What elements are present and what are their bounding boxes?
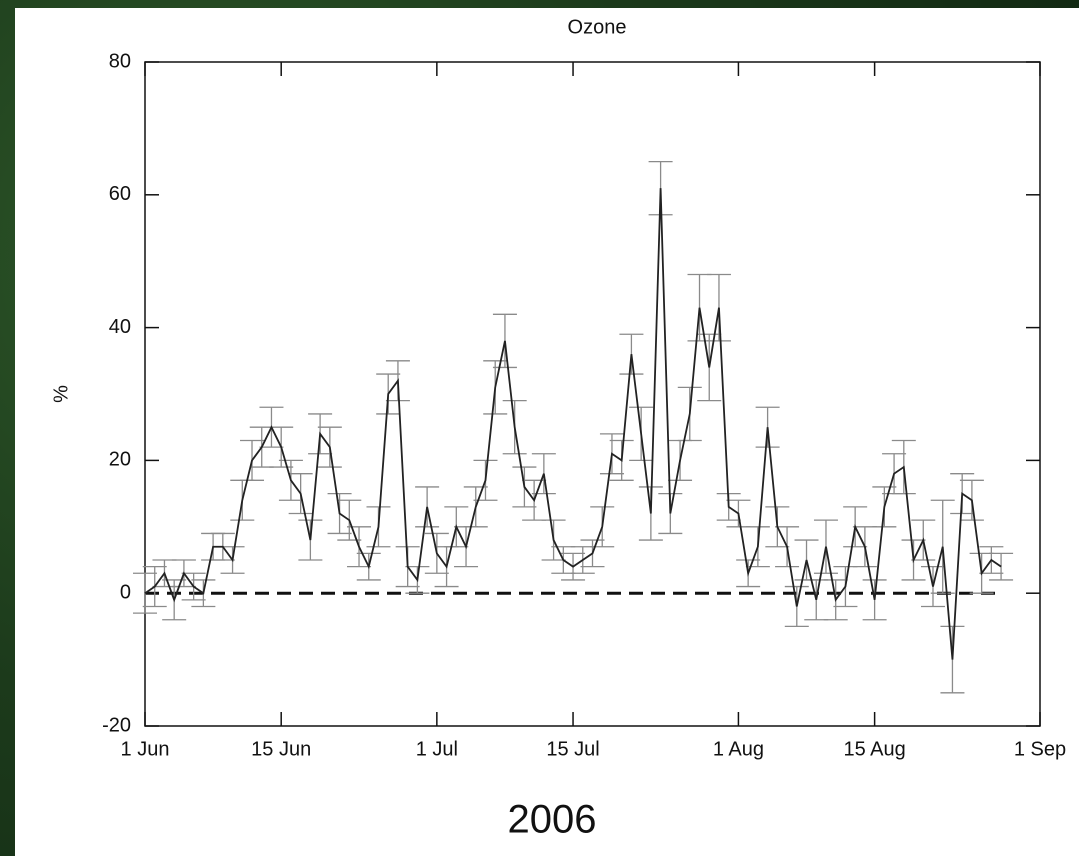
x-tick-label: 1 Sep xyxy=(1014,738,1066,760)
x-tick-label: 1 Aug xyxy=(713,738,764,760)
y-axis-label: % xyxy=(50,385,72,403)
caption: 2006 xyxy=(508,798,597,842)
x-tick-label: 15 Aug xyxy=(843,738,905,760)
y-tick-label: -20 xyxy=(102,714,131,736)
data-line xyxy=(144,188,1002,660)
x-tick-label: 1 Jun xyxy=(121,738,170,760)
y-tick-label: 0 xyxy=(120,581,131,603)
chart-title: Ozone xyxy=(568,16,627,38)
slide-panel xyxy=(15,8,1079,856)
x-tick-label: 15 Jul xyxy=(546,738,599,760)
x-tick-label: 15 Jun xyxy=(251,738,311,760)
y-tick-label: 80 xyxy=(109,50,131,72)
y-tick-label: 20 xyxy=(109,449,131,471)
y-tick-label: 60 xyxy=(109,183,131,205)
plot-frame xyxy=(144,61,1041,727)
x-tick-label: 1 Jul xyxy=(416,738,458,760)
y-tick-label: 40 xyxy=(109,316,131,338)
error-bar xyxy=(989,552,1014,581)
